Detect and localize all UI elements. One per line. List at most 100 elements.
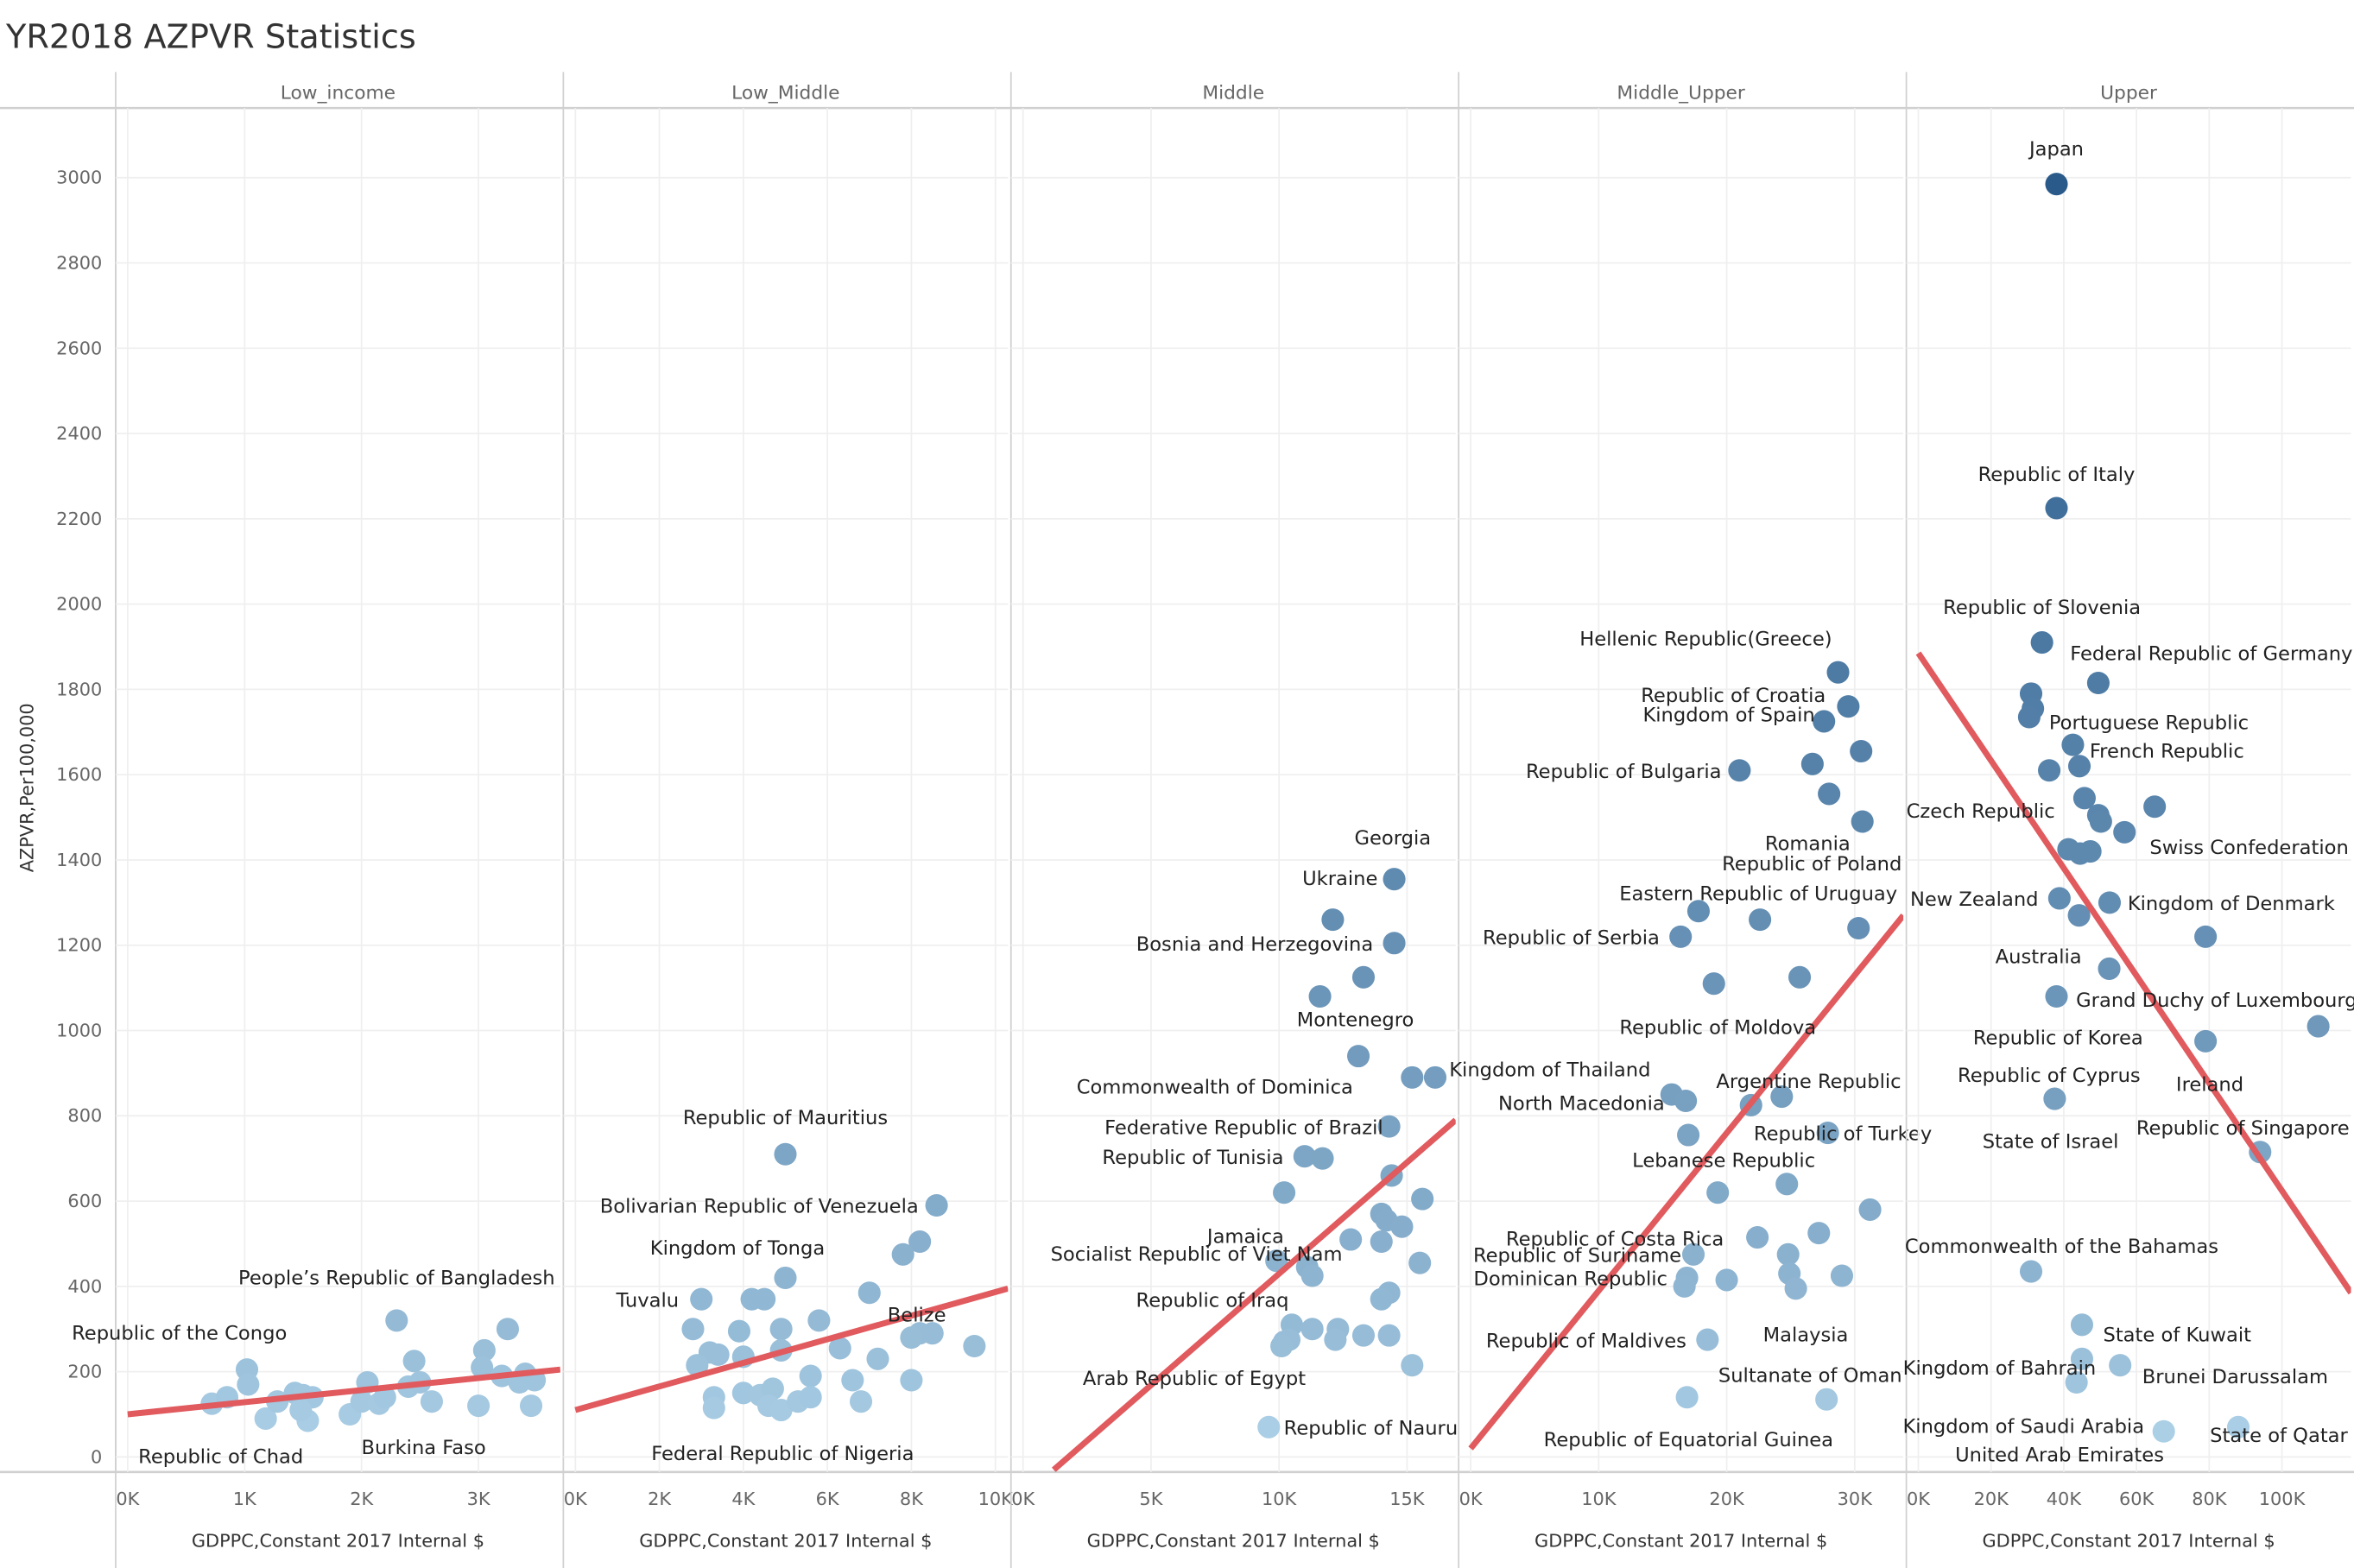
x-tick-label: 10K [978, 1489, 1015, 1509]
y-tick-label: 1000 [56, 1020, 102, 1040]
point-label: Commonwealth of the Bahamas [1905, 1236, 2218, 1258]
data-point [866, 1347, 889, 1370]
point-label: Ukraine [1302, 868, 1377, 890]
data-point [2226, 1415, 2250, 1438]
panel-middle-upper: Middle_Upper 0K 10K 20K 30K GDPPC,Constant 20… [1449, 72, 1932, 1568]
data-point [2061, 733, 2085, 756]
data-point [1401, 1354, 1424, 1377]
point-label: Belize [888, 1304, 946, 1326]
point-label: Republic of Iraq [1136, 1289, 1289, 1312]
data-point [2086, 671, 2110, 695]
data-point [774, 1142, 797, 1166]
data-point [2045, 496, 2068, 520]
x-tick-label: 6K [816, 1489, 840, 1509]
point-label: Romania [1765, 833, 1851, 856]
x-tick-label: 30K [1838, 1489, 1874, 1509]
point-label: Arab Republic of Egypt [1083, 1368, 1306, 1390]
x-axis-label: GDPPC,Constant 2017 Internal $ [1982, 1531, 2275, 1552]
point-label: Japan [2028, 138, 2084, 161]
data-point [1800, 752, 1824, 775]
data-point [254, 1407, 277, 1430]
data-point [1807, 1222, 1831, 1245]
point-label: Republic of Moldova [1619, 1016, 1816, 1039]
x-tick-label: 40K [2047, 1489, 2083, 1509]
data-point [2067, 904, 2091, 927]
data-point [472, 1338, 496, 1362]
point-label: Dominican Republic [1473, 1268, 1667, 1291]
data-point [1816, 1122, 1839, 1145]
data-point [496, 1318, 519, 1341]
data-point [1837, 695, 1860, 718]
point-label: Commonwealth of Dominica [1077, 1076, 1353, 1098]
x-tick-label: 2K [648, 1489, 672, 1509]
point-label: North Macedonia [1498, 1092, 1665, 1115]
data-point [1815, 1388, 1838, 1411]
data-point [2194, 925, 2218, 948]
data-point [237, 1373, 260, 1396]
data-point [1293, 1145, 1316, 1168]
data-point [1784, 1277, 1807, 1300]
point-label: Kingdom of Tonga [650, 1237, 825, 1260]
data-point [2045, 173, 2068, 196]
data-point [1321, 908, 1345, 932]
data-point [774, 1266, 797, 1290]
data-point [1677, 1123, 1700, 1147]
data-point [2089, 810, 2112, 833]
x-tick-label: 4K [731, 1489, 756, 1509]
trend-line [1915, 651, 2351, 1295]
point-label: Republic of Maldives [1486, 1330, 1686, 1352]
point-label: Sultanate of Oman [1718, 1365, 1902, 1388]
data-point [1686, 900, 1710, 923]
data-point [519, 1394, 543, 1418]
data-point [2047, 887, 2071, 910]
data-point [350, 1390, 373, 1413]
point-label: Republic of the Congo [72, 1322, 287, 1344]
y-tick-label: 2600 [56, 338, 102, 358]
data-point [471, 1356, 494, 1379]
x-tick-label: 0K [1459, 1489, 1484, 1509]
data-point [769, 1399, 793, 1422]
data-point [2070, 1347, 2094, 1370]
data-point [2098, 891, 2122, 914]
y-tick-label: 2400 [56, 423, 102, 444]
point-label: Grand Duchy of Luxembourg [2076, 989, 2354, 1012]
panel-low-middle: Low_Middle 0K 2K 4K 6K 8K 10K GDPPC,Constant 20… [562, 72, 1015, 1568]
point-label: Kingdom of Bahrain [1903, 1357, 2097, 1380]
data-point [753, 1287, 776, 1311]
point-label: Republic of Serbia [1483, 927, 1660, 950]
x-tick-label: 20K [1974, 1489, 2010, 1509]
point-label: Lebanese Republic [1632, 1150, 1815, 1173]
point-label: Kingdom of Saudi Arabia [1902, 1416, 2144, 1438]
data-point [2152, 1419, 2175, 1443]
data-point [385, 1309, 408, 1332]
data-point [1265, 1249, 1288, 1273]
point-label: State of Qatar [2210, 1425, 2348, 1447]
point-label: Georgia [1354, 827, 1431, 850]
data-point [1830, 1264, 1854, 1287]
point-label: Kingdom of Spain [1642, 704, 1814, 726]
x-axis-label: GDPPC,Constant 2017 Internal $ [192, 1531, 484, 1552]
point-label: Brunei Darussalam [2142, 1366, 2328, 1388]
data-point [1746, 1226, 1769, 1249]
data-point [1681, 1242, 1705, 1266]
data-point [727, 1319, 751, 1343]
data-point [2045, 984, 2068, 1008]
point-label: People’s Republic of Bangladesh [238, 1268, 555, 1290]
y-tick-label: 2800 [56, 252, 102, 273]
data-point [1669, 925, 1693, 948]
data-point [1776, 1242, 1800, 1266]
x-tick-label: 0K [1907, 1489, 1931, 1509]
x-axis-label: GDPPC,Constant 2017 Internal $ [639, 1531, 932, 1552]
data-point [2072, 787, 2096, 810]
plot-area [574, 1142, 1009, 1422]
y-tick-label: 0 [91, 1446, 102, 1467]
y-tick-label: 200 [67, 1362, 102, 1382]
y-tick-label: 400 [67, 1276, 102, 1297]
panel-header: Upper [2100, 83, 2157, 104]
panel-low-income: Low_income 0K 1K 2K 3K GDPPC,Constant 2017 In… [72, 72, 560, 1568]
data-point [1675, 1386, 1699, 1409]
data-point [1339, 1228, 1363, 1251]
x-tick-label: 0K [564, 1489, 588, 1509]
data-point [1715, 1268, 1738, 1292]
point-label: Burkina Faso [361, 1437, 485, 1459]
